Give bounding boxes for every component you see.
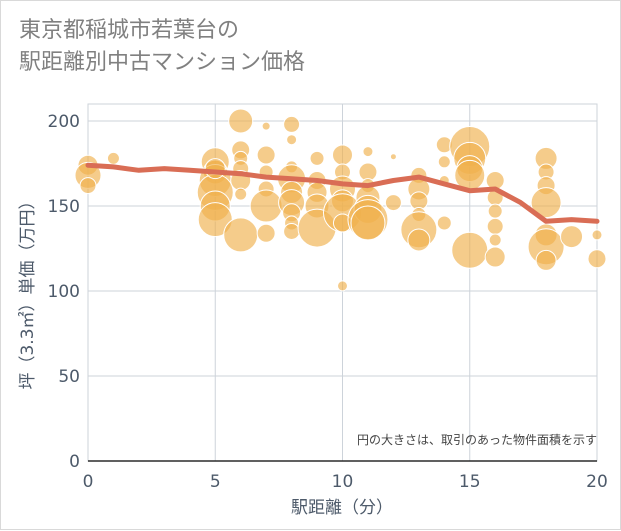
bubble-circle [436,215,452,231]
data-bubble [204,158,226,180]
data-bubble [79,177,97,195]
chart-title: 東京都稲城市若葉台の 駅距離別中古マンション価格 [19,18,306,75]
data-bubble [407,228,431,252]
data-bubble [283,223,301,240]
data-bubble [309,150,325,166]
data-bubble [249,189,283,223]
bubble-circle [283,115,301,133]
bubble-circle [407,228,431,252]
data-bubble [261,121,271,131]
data-bubble [389,153,397,161]
bubble-circle [560,225,584,249]
bubble-circle [488,233,502,247]
bubble-circle [286,134,298,146]
bubble-circle [261,121,271,131]
data-bubble [587,249,607,269]
data-bubble [591,229,603,241]
x-tick-label: 10 [332,472,354,492]
data-bubble [535,249,557,271]
data-bubble [256,223,276,243]
bubble-circle [362,146,374,158]
data-bubble [362,146,374,158]
bubble-circle [204,158,226,180]
data-bubble [560,225,584,249]
x-tick-label: 15 [459,472,481,492]
data-bubble [106,151,120,165]
bubble-circle [587,249,607,269]
bubble-circle [484,246,506,268]
x-tick-label: 0 [83,472,94,492]
bubble-circle [256,145,276,165]
data-bubble [223,217,259,253]
bubble-circle [309,150,325,166]
data-bubble [283,115,301,133]
data-bubble [384,194,402,212]
y-tick-label: 150 [48,197,80,217]
y-tick-label: 200 [48,112,80,132]
bubble-circle [384,194,402,212]
bubble-circle [530,187,562,219]
bubble-circle [437,155,451,169]
bubble-circle [234,187,248,201]
bubble-circle [487,203,503,219]
bubble-size-note: 円の大きさは、取引のあった物件面積を示す [357,432,597,447]
bubble-circle [283,223,301,240]
data-bubble [228,108,254,134]
data-bubble [451,231,489,269]
data-bubble [487,203,503,219]
y-tick-label: 0 [69,452,80,472]
data-bubble [488,233,502,247]
bubble-circle [451,231,489,269]
bubble-circle [228,108,254,134]
y-tick-label: 50 [58,367,80,387]
data-bubble [350,205,386,241]
data-bubble [437,155,451,169]
x-tick-label: 20 [586,472,608,492]
bubble-circle [256,223,276,243]
bubble-circle [79,177,97,195]
y-axis-label: 坪（3.3㎡）単価（万円） [18,192,38,389]
bubble-circle [591,229,603,241]
bubble-circle [223,217,259,253]
data-bubble [256,145,276,165]
data-bubble [286,134,298,146]
data-bubble [436,215,452,231]
bubble-circle [389,153,397,161]
data-bubbles [74,108,607,292]
x-axis-label: 駅距離（分） [291,498,393,518]
data-bubble [337,280,348,292]
data-bubble [530,187,562,219]
bubble-circle [249,189,283,223]
bubble-circle [106,151,120,165]
data-bubble [332,144,353,166]
data-bubble [486,217,504,235]
data-bubble [234,187,248,201]
bubble-circle [332,144,353,166]
trend-line [85,162,600,224]
y-tick-label: 100 [48,282,80,302]
data-bubble [484,246,506,268]
x-tick-label: 5 [210,472,221,492]
bubble-circle [535,249,557,271]
bubble-circle [350,205,386,241]
bubble-circle [337,280,348,292]
bubble-circle [486,217,504,235]
